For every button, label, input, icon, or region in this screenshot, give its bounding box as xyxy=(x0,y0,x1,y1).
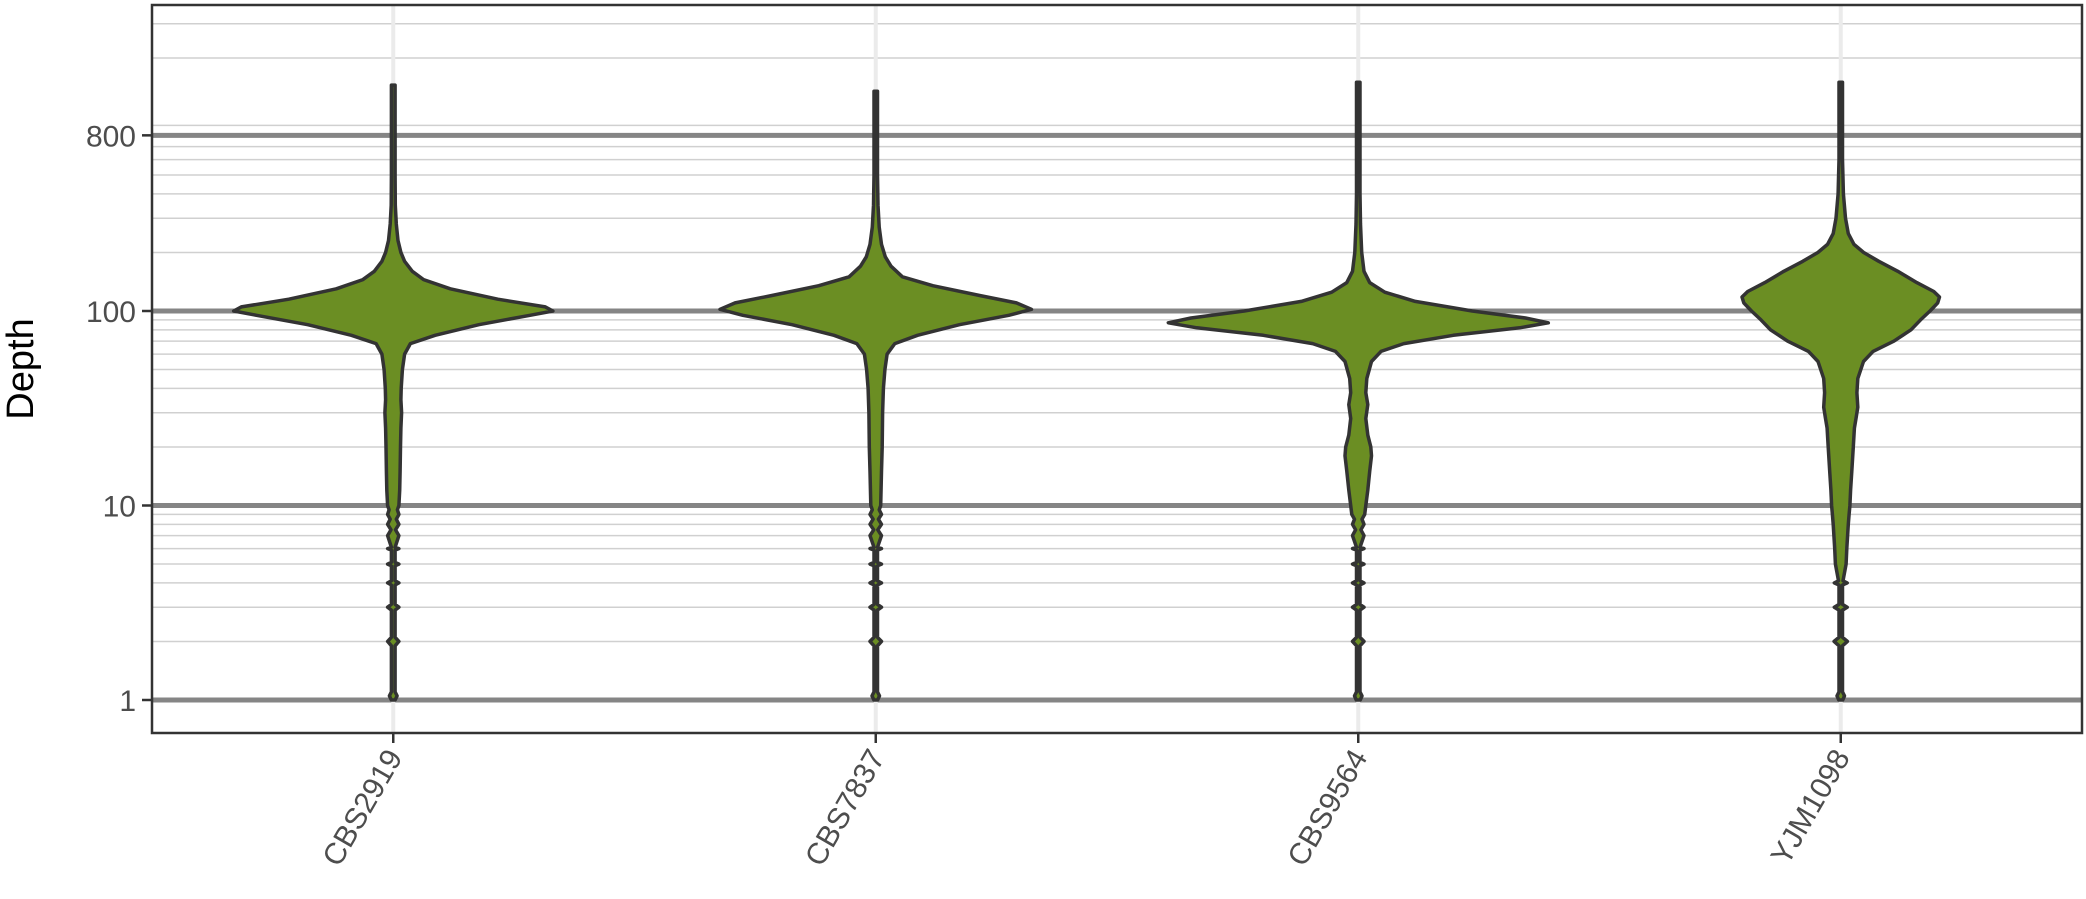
y-tick-label: 1 xyxy=(119,685,136,718)
violin-CBS9564 xyxy=(1166,80,1551,702)
major-gridlines xyxy=(152,132,2082,703)
y-tick-label: 10 xyxy=(103,491,136,524)
x-axis: CBS2919 CBS7837 CBS9564 YJM1098 xyxy=(317,733,1857,872)
violin-CBS7837 xyxy=(718,89,1034,702)
y-tick-label: 800 xyxy=(86,120,136,153)
x-tick-label: YJM1098 xyxy=(1765,744,1857,870)
y-axis: 1 10 100 800 xyxy=(86,120,152,718)
x-tick-label: CBS9564 xyxy=(1282,744,1375,872)
y-tick-label: 100 xyxy=(86,296,136,329)
violin-CBS2919 xyxy=(231,83,555,702)
x-tick-label: CBS2919 xyxy=(317,744,410,872)
violin-YJM1098 xyxy=(1740,80,1942,702)
x-tick-label: CBS7837 xyxy=(799,744,892,872)
y-axis-title: Depth xyxy=(0,318,42,419)
plot-panel-border xyxy=(150,3,2084,735)
violins xyxy=(231,80,1942,702)
